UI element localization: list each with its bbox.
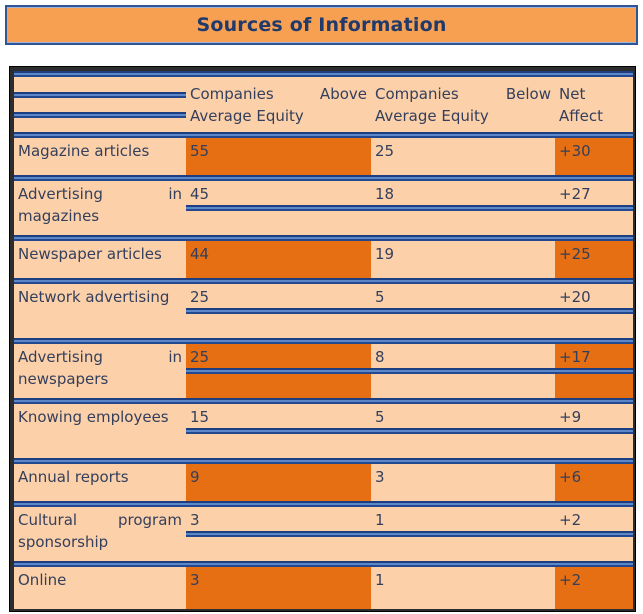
table-row: Newspaper articles 44 19 +25	[14, 241, 633, 278]
cell-net: +25	[555, 241, 633, 278]
cell-below: 8	[371, 344, 555, 398]
row-label: Annual reports	[18, 468, 129, 486]
cell-below: 25	[375, 142, 395, 160]
header-cell-label	[14, 77, 186, 132]
cell-below: 18	[371, 181, 555, 235]
cell-below: 1	[371, 507, 555, 561]
table-divider	[14, 501, 633, 507]
table-row: Knowing employees 15 5 +9	[14, 404, 633, 458]
table-divider	[14, 561, 633, 567]
table-divider	[14, 132, 633, 138]
cell-net: +17	[555, 344, 633, 398]
header-cell-above: Companies Above Average Equity	[190, 85, 367, 125]
table-divider	[14, 71, 633, 77]
page-title: Sources of Information	[196, 14, 447, 36]
table-divider	[14, 338, 633, 344]
cell-below: 5	[371, 404, 555, 458]
table-divider	[14, 398, 633, 404]
row-label: Advertising in newspapers	[18, 348, 182, 388]
row-label: Network advertising	[18, 288, 170, 306]
table-row: Advertising in magazines 45 18 +27	[14, 181, 633, 235]
header-cell-net: Net Affect	[559, 85, 603, 125]
table-row: Magazine articles 55 25 +30	[14, 138, 633, 175]
table-row: Network advertising 25 5 +20	[14, 284, 633, 338]
table-header-row: Companies Above Average Equity Companies…	[14, 77, 633, 132]
cell-above: 25	[186, 284, 371, 338]
cell-net: +2	[555, 567, 633, 609]
sources-table-frame: Companies Above Average Equity Companies…	[9, 66, 636, 612]
cell-below: 3	[375, 468, 385, 486]
sources-table: Companies Above Average Equity Companies…	[14, 71, 633, 609]
cell-net: +2	[555, 507, 633, 561]
table-row: Advertising in newspapers 25 8 +17	[14, 344, 633, 398]
cell-above: 3	[186, 567, 371, 609]
table-divider	[14, 278, 633, 284]
cell-above: 55	[186, 138, 371, 175]
title-banner: Sources of Information	[5, 5, 638, 45]
cell-above: 15	[186, 404, 371, 458]
row-label: Knowing employees	[18, 408, 169, 426]
table-divider	[14, 458, 633, 464]
cell-below: 5	[371, 284, 555, 338]
cell-above: 45	[186, 181, 371, 235]
cell-net: +6	[555, 464, 633, 501]
cell-above: 9	[186, 464, 371, 501]
table-divider	[14, 175, 633, 181]
row-label: Advertising in magazines	[18, 185, 182, 225]
cell-above: 44	[186, 241, 371, 278]
table-divider	[14, 235, 633, 241]
cell-net: +9	[555, 404, 633, 458]
cell-net: +20	[555, 284, 633, 338]
cell-above: 25	[186, 344, 371, 398]
table-row: Annual reports 9 3 +6	[14, 464, 633, 501]
row-label: Online	[18, 571, 67, 589]
row-label: Cultural program sponsorship	[18, 511, 182, 551]
cell-net: +27	[555, 181, 633, 235]
table-row: Online 3 1 +2	[14, 567, 633, 609]
cell-below: 1	[375, 571, 385, 589]
row-label: Newspaper articles	[18, 245, 162, 263]
cell-above: 3	[186, 507, 371, 561]
table-row: Cultural program sponsorship 3 1 +2	[14, 507, 633, 561]
cell-net: +30	[555, 138, 633, 175]
row-label: Magazine articles	[18, 142, 150, 160]
cell-below: 19	[375, 245, 395, 263]
header-cell-below: Companies Below Average Equity	[375, 85, 551, 125]
